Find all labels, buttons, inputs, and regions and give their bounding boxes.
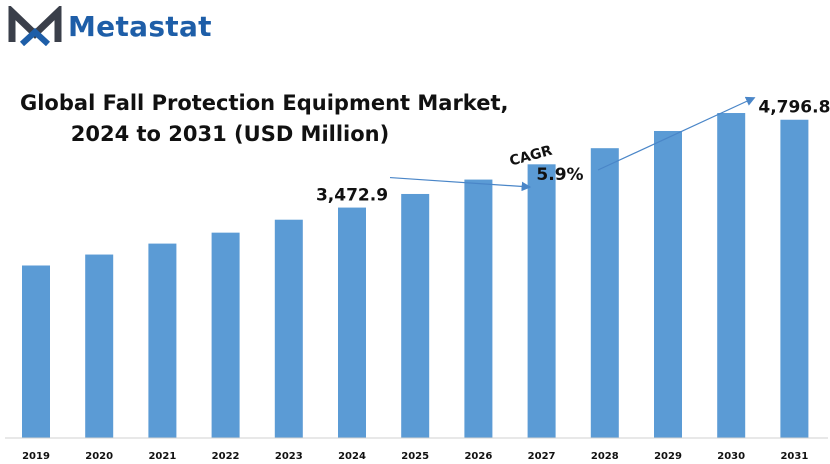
metastat-m-logo-icon [8,6,62,46]
x-tick-label-2025: 2025 [401,451,429,462]
bar-2019 [22,265,50,438]
x-tick-label-2020: 2020 [85,451,113,462]
bar-2022 [211,232,240,438]
x-tick-label-2019: 2019 [22,451,50,462]
bar-2030 [717,113,746,439]
bar-2026 [464,179,493,439]
bar-2027 [527,164,556,439]
cagr-value: 5.9% [536,165,583,185]
bar-2028 [590,148,619,439]
bar-2025 [401,193,430,438]
chart-title-line-1: Global Fall Protection Equipment Market, [20,91,509,115]
logo-text: Metastat [68,9,212,43]
x-tick-label-2027: 2027 [528,451,556,462]
bar-2031 [780,119,809,438]
x-tick-label-2029: 2029 [654,451,682,462]
x-tick-label-2024: 2024 [338,451,366,462]
data-label-2024: 3,472.9 [316,186,388,206]
x-tick-label-2026: 2026 [464,451,492,462]
x-tick-label-2022: 2022 [212,451,240,462]
bar-2023 [274,219,303,438]
chart-title: Global Fall Protection Equipment Market,… [20,88,509,150]
x-tick-label-2023: 2023 [275,451,303,462]
cagr-arrow-end [597,96,756,171]
bar-2021 [148,243,177,438]
x-tick-label-2030: 2030 [717,451,745,462]
bar-2029 [654,131,682,438]
bar-2020 [85,254,114,438]
x-tick-label-2028: 2028 [591,451,619,462]
bar-2024 [338,207,366,438]
x-tick-label-2031: 2031 [780,451,808,462]
cagr-arrow-start [389,176,532,192]
data-label-2031: 4,796.8 [758,98,830,118]
x-tick-label-2021: 2021 [148,451,176,462]
chart-title-line-2: 2024 to 2031 (USD Million) [70,122,390,146]
logo: Metastat [8,6,212,46]
